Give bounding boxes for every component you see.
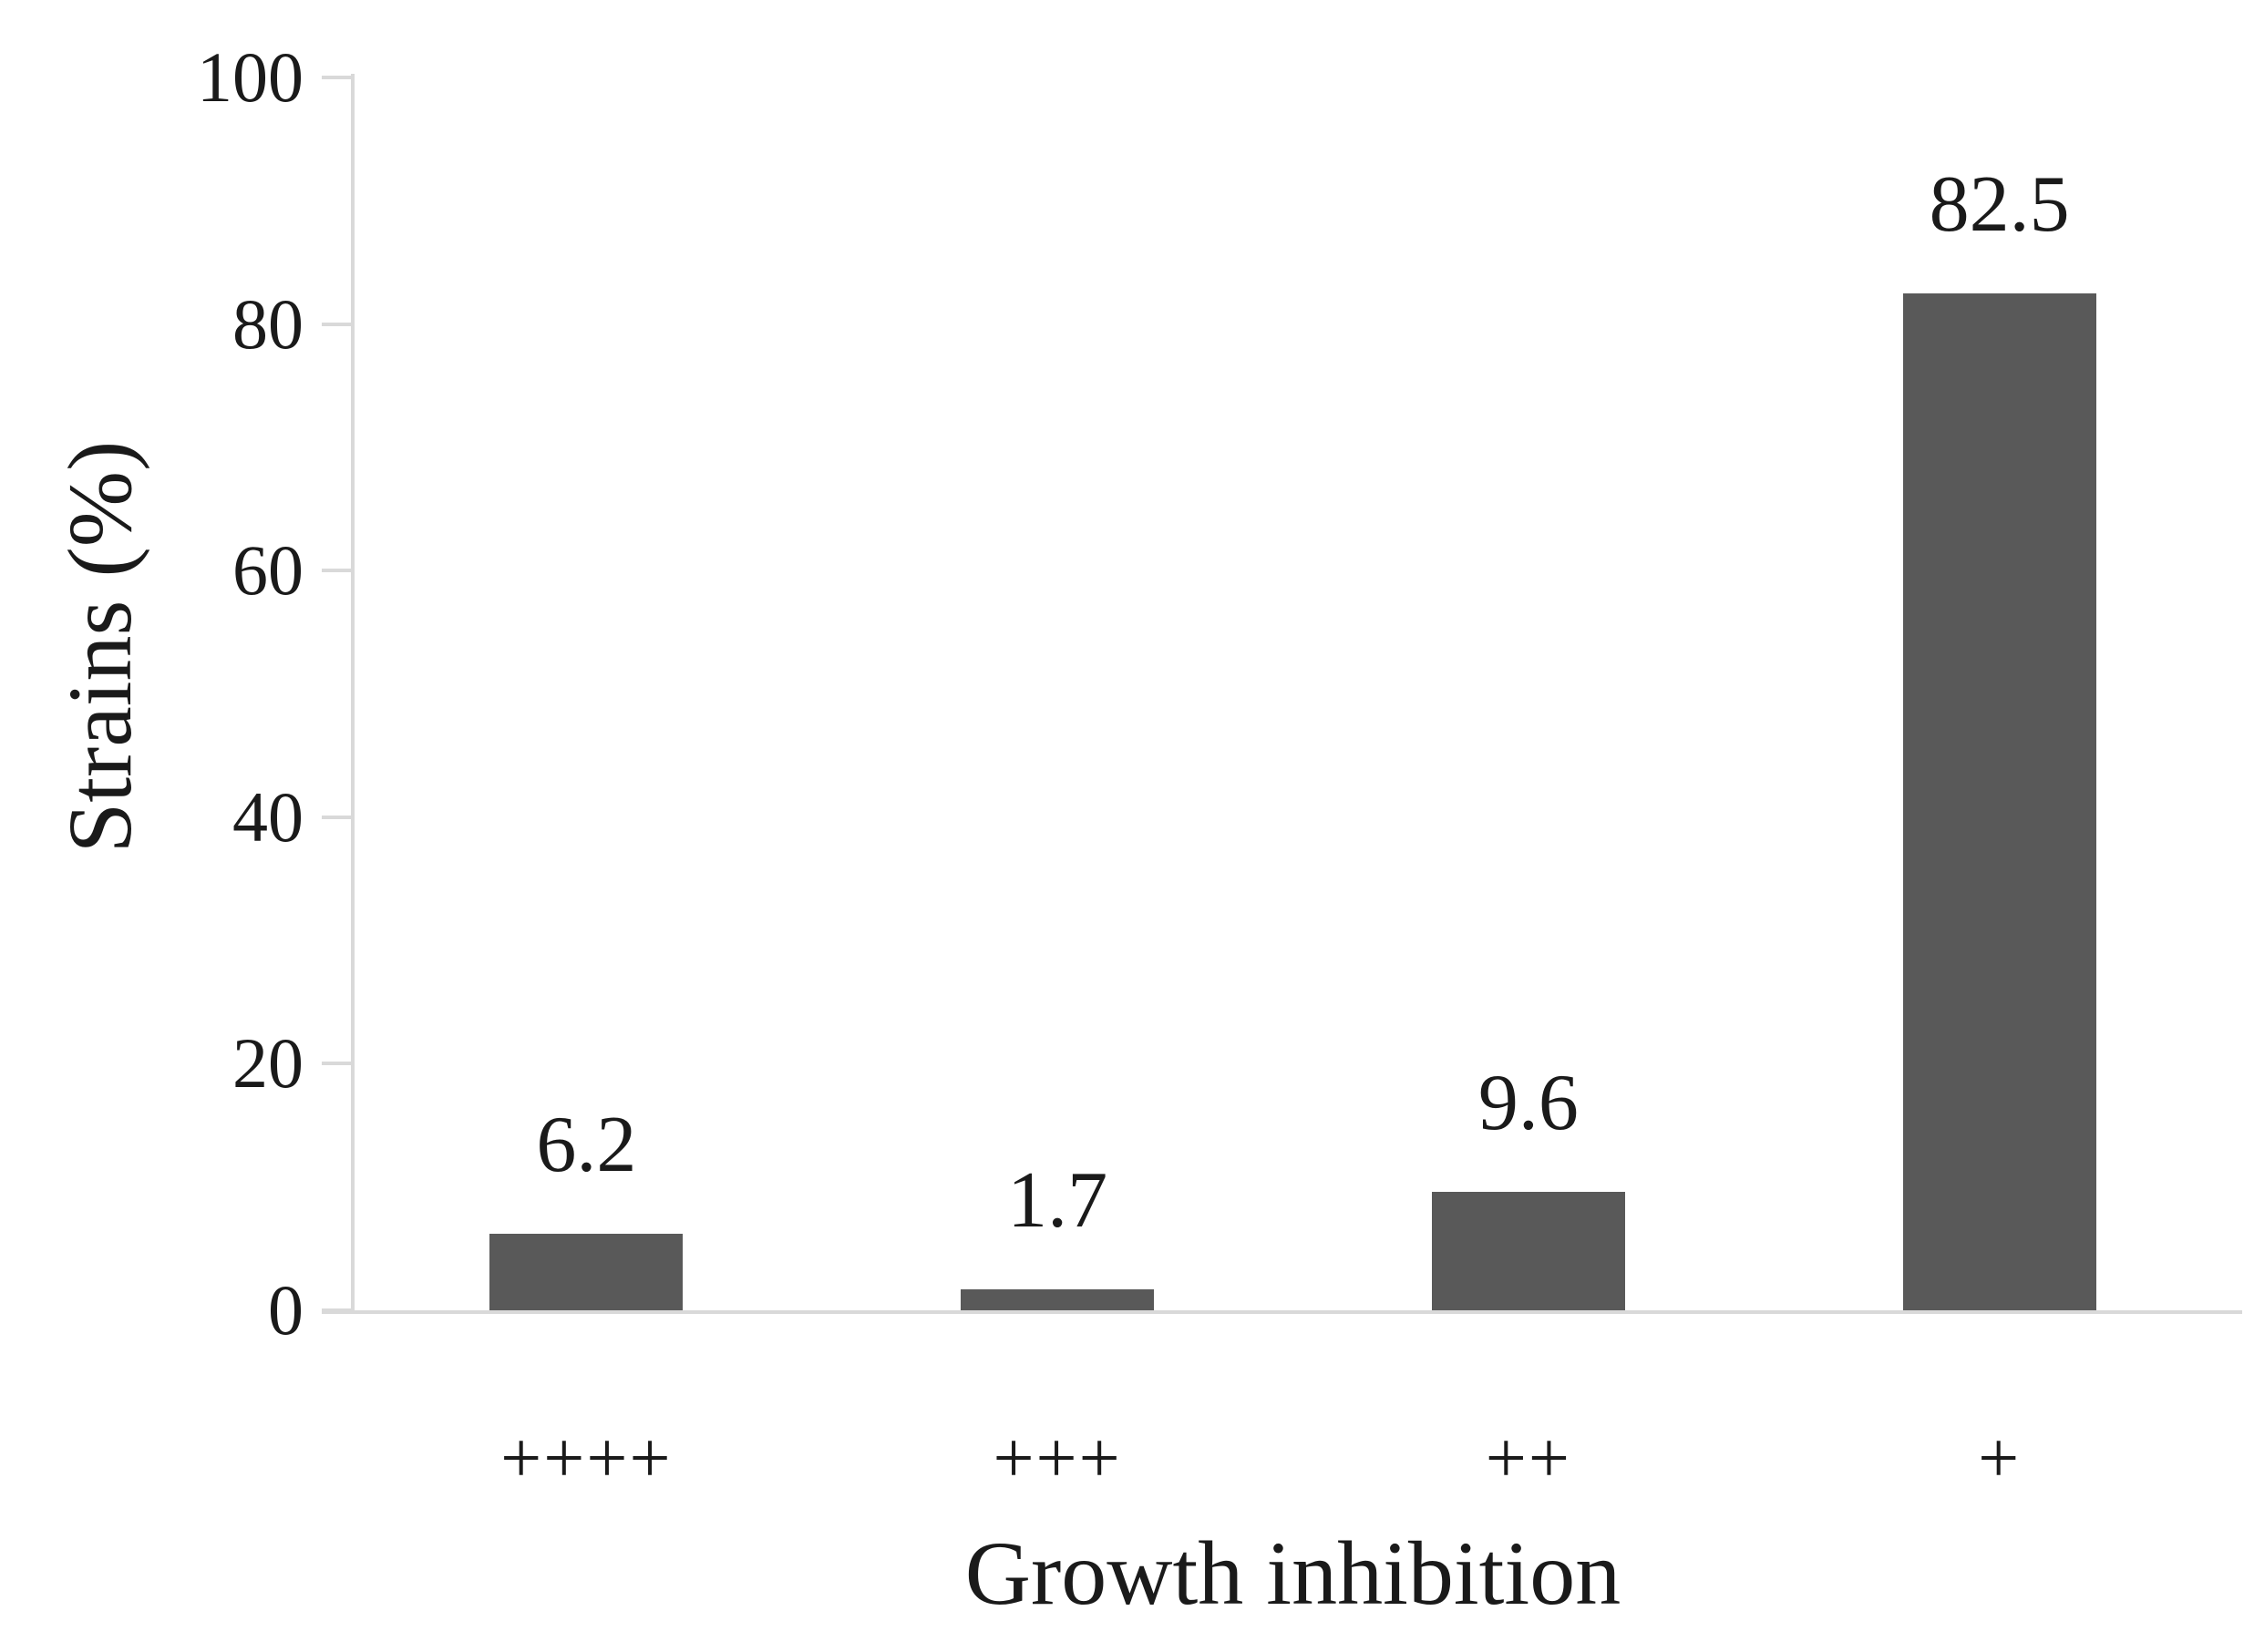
- bar-slot: 9.6: [1293, 77, 1765, 1310]
- plot-area: 0 20 40 60 80 100 6.2 1.7 9.6 82.5: [197, 41, 2242, 1347]
- y-tick-label: 100: [197, 37, 304, 117]
- bar: [1431, 1192, 1625, 1310]
- x-category-label: ++++: [500, 1419, 673, 1499]
- bar: [1902, 292, 2096, 1310]
- bar: [489, 1234, 684, 1310]
- y-tick-label: 40: [232, 776, 304, 857]
- bar-value-label: 9.6: [1477, 1059, 1579, 1148]
- bar-slot: 6.2: [351, 77, 822, 1310]
- y-tick-label: 20: [232, 1023, 304, 1103]
- x-category-label: ++: [1485, 1419, 1571, 1499]
- y-tick-mark: [322, 76, 351, 79]
- y-tick-mark: [322, 322, 351, 326]
- y-tick-label: 60: [232, 530, 304, 611]
- x-axis-line: [322, 1310, 2242, 1314]
- y-tick-mark: [322, 569, 351, 573]
- y-tick-mark: [322, 815, 351, 819]
- bar-value-label: 1.7: [1007, 1156, 1108, 1245]
- x-category-label: +: [1978, 1419, 2022, 1499]
- x-category-label: +++: [993, 1419, 1122, 1499]
- bar-slot: 1.7: [822, 77, 1293, 1310]
- y-axis-line: [351, 74, 355, 1310]
- bar-value-label: 82.5: [1929, 159, 2070, 249]
- x-axis-title: Growth inhibition: [964, 1523, 1621, 1624]
- y-tick-mark: [322, 1062, 351, 1066]
- bar-value-label: 6.2: [536, 1101, 637, 1190]
- bar: [961, 1289, 1155, 1310]
- y-tick-label: 80: [232, 283, 304, 364]
- x-axis-category-row: ++++ +++ ++ +: [351, 1415, 2235, 1503]
- y-tick-label: 0: [268, 1270, 304, 1349]
- y-tick-mark: [322, 1308, 351, 1312]
- bar-slot: 82.5: [1764, 77, 2235, 1310]
